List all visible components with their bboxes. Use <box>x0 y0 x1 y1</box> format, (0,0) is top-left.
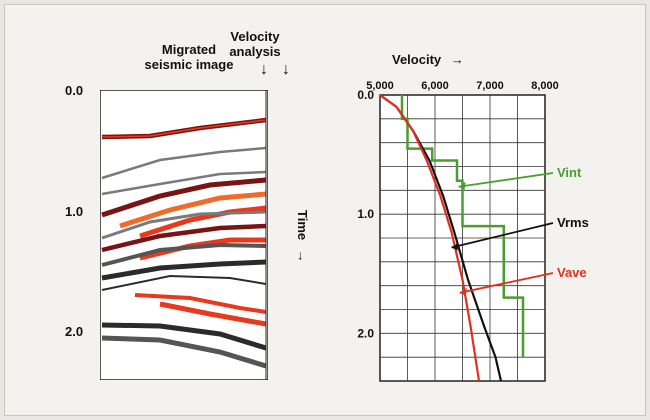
series-label-vrms: Vrms <box>557 215 589 230</box>
reflector-13 <box>134 293 267 314</box>
velocity-analysis-line2: analysis <box>229 44 281 59</box>
time-axis-text: Time <box>295 210 310 241</box>
velocity-axis-text: Velocity <box>392 52 442 67</box>
velocity-analysis-line1: Velocity <box>230 29 280 44</box>
reflector-1b <box>101 119 267 138</box>
reflector-14 <box>159 301 267 327</box>
reflector-10 <box>101 242 267 267</box>
series-label-vave: Vave <box>557 265 587 280</box>
y-tick-label: 1.0 <box>357 207 374 221</box>
reflector-16 <box>101 335 267 369</box>
reflector-3 <box>101 170 267 196</box>
migrated-title-line1: Migrated <box>161 42 217 57</box>
reflector-6 <box>139 205 267 239</box>
callout-arrowhead-vrms <box>451 242 459 251</box>
x-tick-label: 5,000 <box>366 80 394 92</box>
figure-panel: Migrated seismic image Velocity analysis… <box>4 4 646 416</box>
reflector-2 <box>101 146 267 180</box>
reflector-7 <box>101 210 267 240</box>
callout-arrowhead-vint <box>458 181 466 190</box>
time-arrow-icon: → <box>295 249 310 263</box>
left-time-tick-2: 2.0 <box>65 324 84 339</box>
reflector-11 <box>101 259 267 281</box>
velocity-analysis-label: Velocity analysis <box>219 29 291 59</box>
reflector-15 <box>101 322 267 351</box>
callout-arrowhead-vave <box>459 287 467 296</box>
x-tick-label: 8,000 <box>531 80 559 92</box>
reflector-9 <box>139 237 266 261</box>
reflector-12 <box>101 274 267 291</box>
seismic-image <box>100 90 268 380</box>
y-tick-label: 0.0 <box>357 88 374 102</box>
left-time-tick-0: 0.0 <box>65 83 84 98</box>
x-tick-label: 6,000 <box>421 80 449 92</box>
velocity-arrow-icon: → <box>450 52 464 67</box>
reflector-5 <box>119 191 267 229</box>
callout-line-vint <box>458 172 554 188</box>
analysis-arrow-2-icon: ↓ <box>282 61 290 78</box>
left-time-tick-1: 1.0 <box>65 204 84 219</box>
callout-line-vrms <box>451 222 554 249</box>
y-tick-label: 2.0 <box>357 326 374 340</box>
velocity-axis-label: Velocity → <box>392 52 464 67</box>
callout-line-vave <box>459 272 554 294</box>
time-axis-label: Time → <box>295 210 310 263</box>
migrated-title: Migrated seismic image <box>119 42 259 72</box>
reflector-8 <box>101 223 267 253</box>
x-tick-label: 7,000 <box>476 80 504 92</box>
reflector-4 <box>101 177 267 218</box>
series-vave <box>379 94 481 382</box>
velocity-chart: 5,000 6,000 7,000 8,000 0.0 1.0 2.0 Vint Vrms Vav… <box>357 80 589 382</box>
migrated-title-line2: seismic image <box>144 57 234 72</box>
analysis-arrow-1-icon: ↓ <box>260 61 268 78</box>
series-label-vint: Vint <box>557 165 582 180</box>
